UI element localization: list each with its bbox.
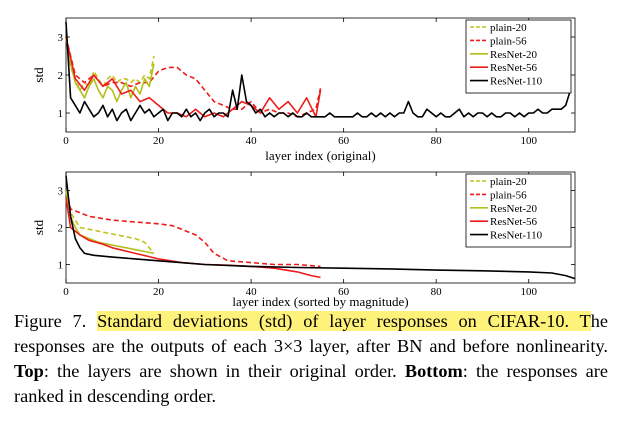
- legend-label-resnet-20: ResNet-20: [490, 49, 538, 61]
- legend-label-plain-56: plain-56: [490, 35, 527, 47]
- series-line-resnet-110: [65, 175, 576, 280]
- x-tick-label: 100: [520, 135, 537, 147]
- y-tick-label: 3: [58, 32, 64, 44]
- x-tick-label: 0: [63, 286, 69, 298]
- top-chart: 0 20 40 60 80 100 1 2 3 layer index (original) std…: [31, 17, 576, 163]
- legend-label-resnet-20: ResNet-20: [490, 203, 538, 215]
- x-tick-label: 80: [431, 135, 443, 147]
- x-axis-label: layer index (original): [265, 148, 375, 163]
- series-line-plain-20: [65, 190, 155, 254]
- y-tick-label: 1: [58, 108, 64, 120]
- y-tick-label: 2: [58, 70, 64, 82]
- series-line-resnet-56: [65, 36, 322, 118]
- x-tick-label: 0: [63, 135, 69, 147]
- y-axis-label: std: [31, 219, 46, 235]
- caption-highlight-2: 10. T: [546, 311, 591, 331]
- series-line-resnet-20: [65, 36, 155, 103]
- legend-label-resnet-110: ResNet-110: [490, 230, 543, 242]
- caption-figure-label: Figure 7.: [14, 311, 87, 331]
- series-line-plain-20: [65, 36, 155, 91]
- legend-label-resnet-56: ResNet-56: [490, 216, 538, 228]
- caption-text-2: : the layers are shown in their original…: [43, 361, 397, 381]
- y-axis-label: std: [31, 67, 46, 83]
- caption-text-1: he responses are the outputs of each 3×3…: [14, 311, 608, 356]
- x-tick-label: 20: [153, 135, 165, 147]
- x-tick-label: 40: [246, 286, 258, 298]
- series-line-resnet-110: [65, 21, 572, 122]
- series-line-resnet-56: [65, 197, 321, 279]
- legend-label-plain-20: plain-20: [490, 22, 527, 34]
- x-tick-label: 20: [153, 286, 165, 298]
- caption-text-3: : the responses are ranked in descending…: [14, 361, 608, 406]
- x-tick-label: 60: [338, 286, 350, 298]
- bottom-chart: 0 20 40 60 80 100 1 2 3 layer index (sorted by ma…: [31, 171, 576, 309]
- y-tick-label: 2: [58, 223, 64, 235]
- y-tick-label: 1: [58, 260, 64, 272]
- series-line-plain-56: [65, 36, 322, 118]
- legend-label-resnet-56: ResNet-56: [490, 62, 538, 74]
- x-tick-label: 40: [246, 135, 258, 147]
- caption-bottom-label: Bottom: [404, 361, 463, 381]
- legend-label-resnet-110: ResNet-110: [490, 76, 543, 88]
- x-tick-label: 80: [431, 286, 443, 298]
- series-line-plain-56: [65, 190, 321, 268]
- figure-caption: Figure 7. Standard deviations (std) of l…: [14, 309, 608, 409]
- series-line-resnet-20: [65, 190, 155, 255]
- x-axis-label: layer index (sorted by magnitude): [232, 294, 408, 309]
- legend-label-plain-20: plain-20: [490, 176, 527, 188]
- legend-label-plain-56: plain-56: [490, 189, 527, 201]
- caption-highlight-1: Standard deviations (std) of layer respo…: [97, 311, 547, 331]
- caption-top-label: Top: [14, 361, 44, 381]
- x-tick-label: 60: [338, 135, 350, 147]
- x-tick-label: 100: [520, 286, 537, 298]
- y-tick-label: 3: [58, 186, 64, 198]
